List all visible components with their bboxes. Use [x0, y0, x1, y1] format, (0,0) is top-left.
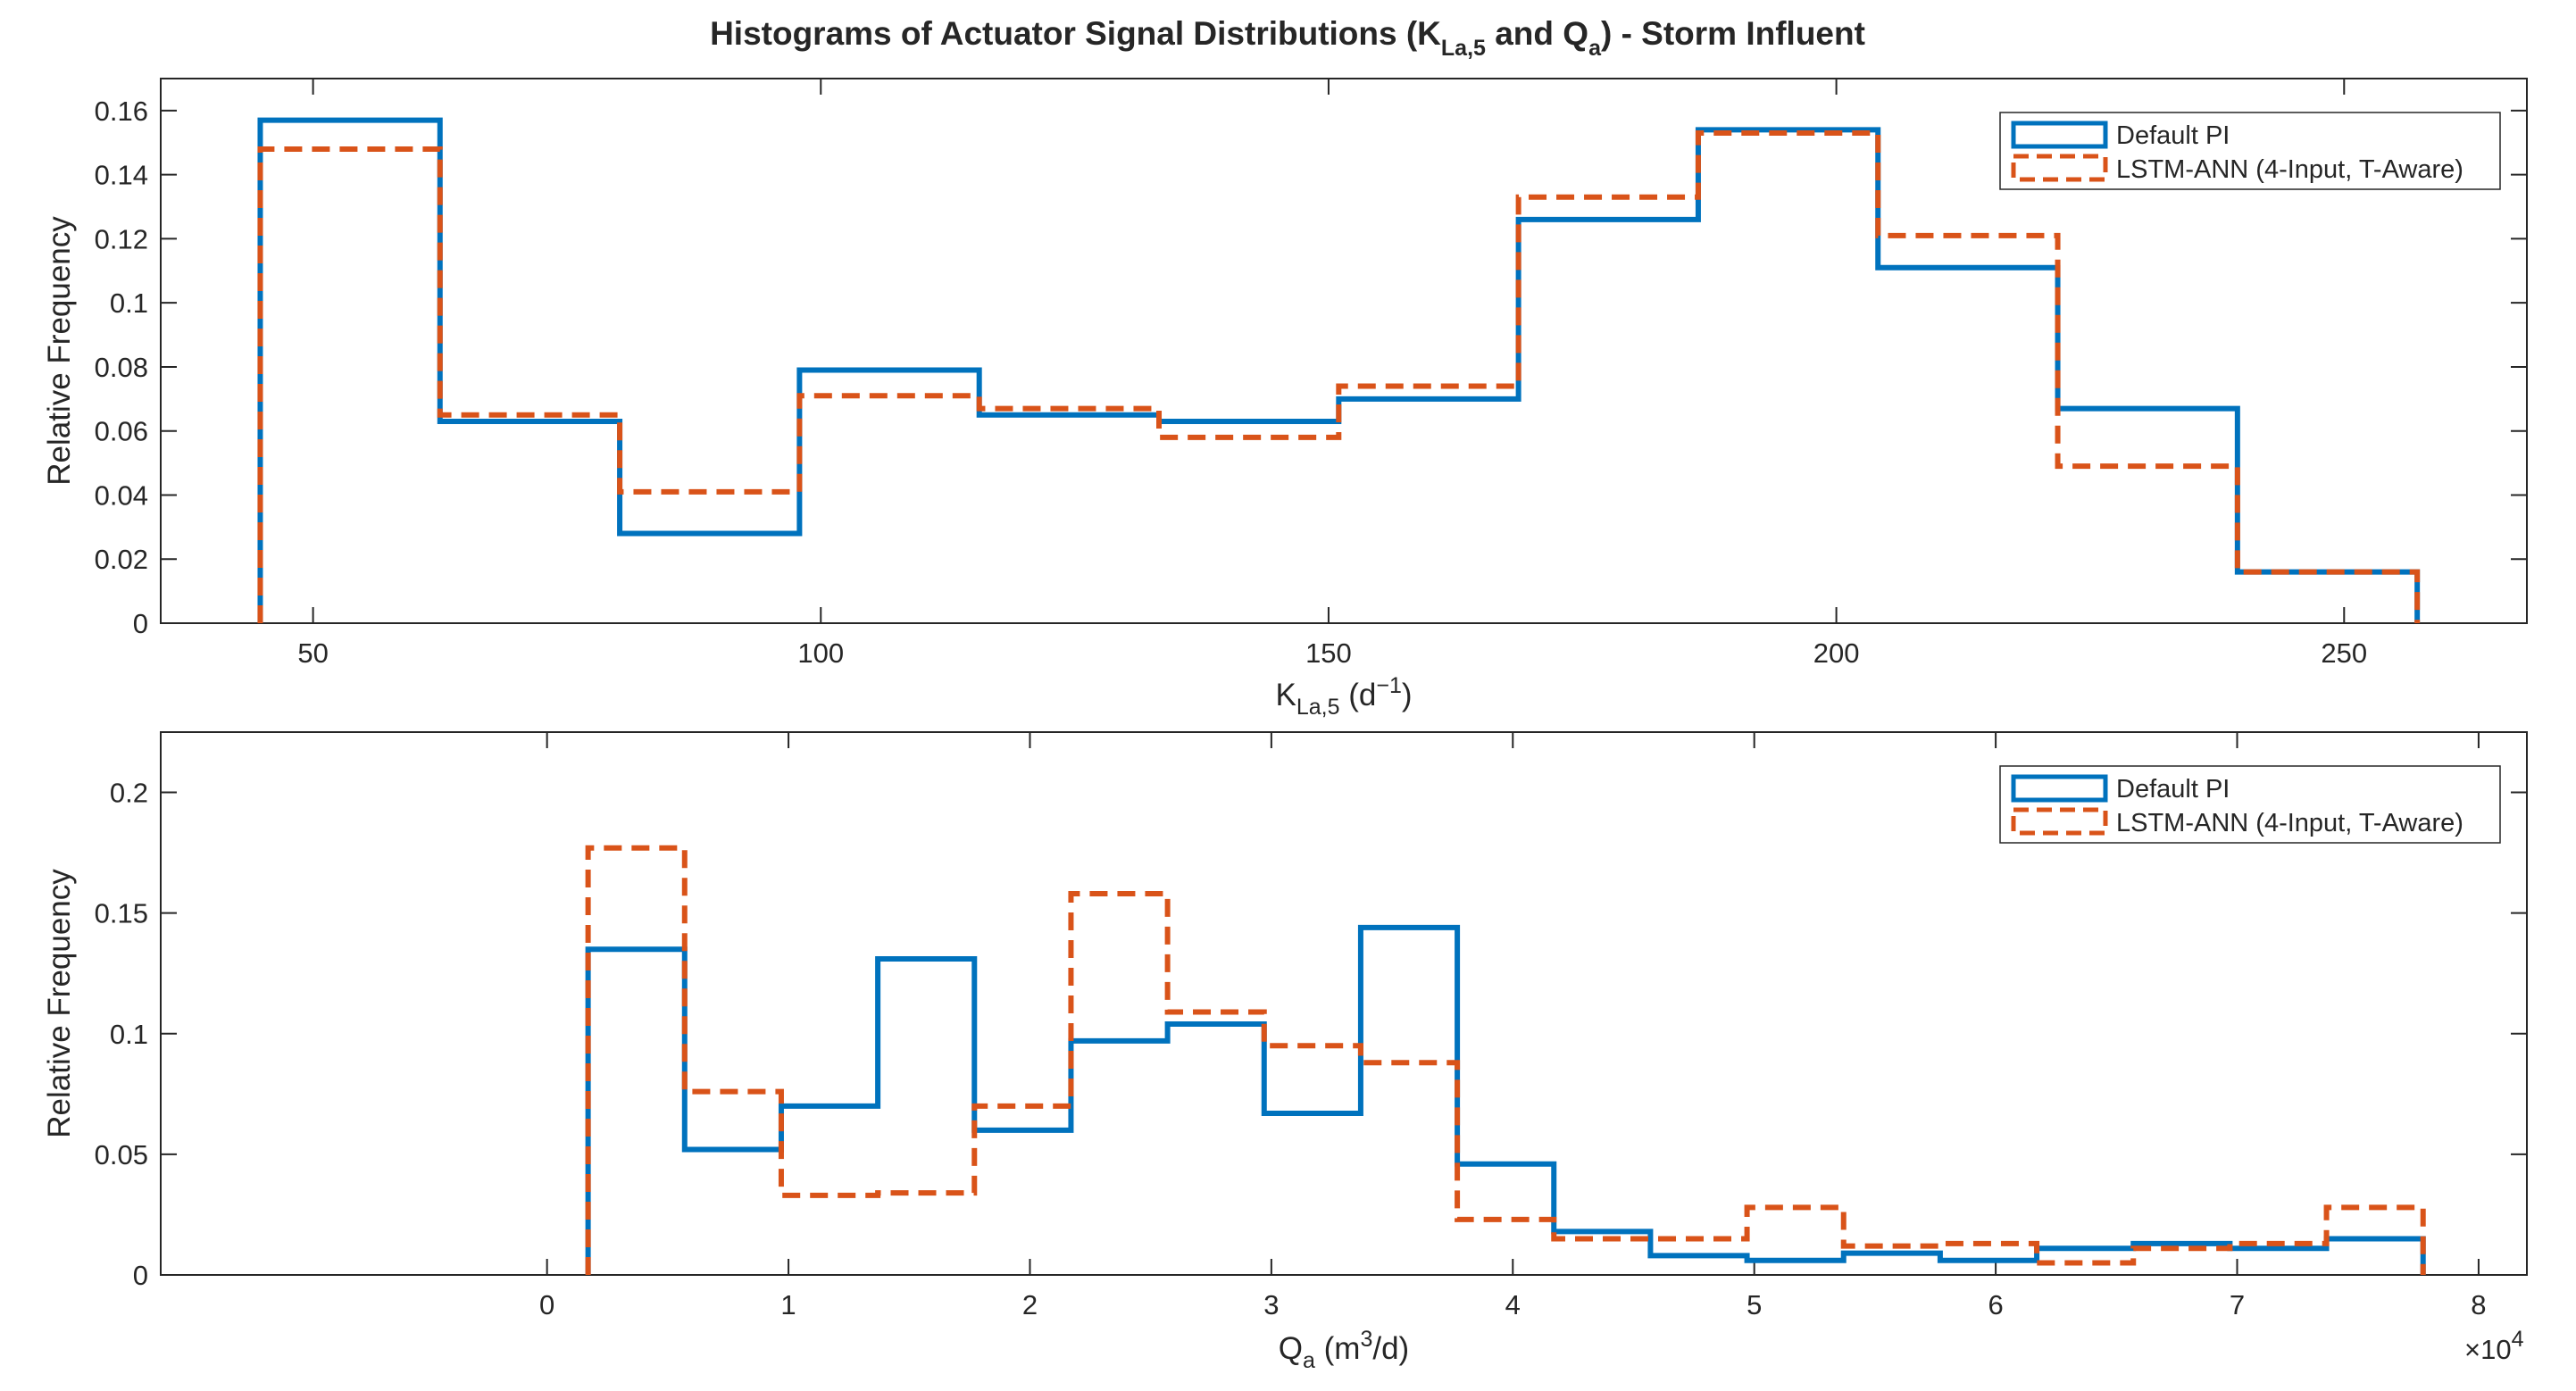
qa-y-axis-label: Relative Frequency	[42, 869, 77, 1138]
kla-legend-swatch-lstm	[2011, 154, 2108, 182]
qa-x-axis-label: Qa (m3/d)	[1279, 1327, 1409, 1373]
kla-x-axis-label: KLa,5 (d−1)	[1275, 673, 1412, 720]
kla-ytick-label: 0.06	[95, 416, 148, 447]
kla-xtick-label: 150	[1305, 637, 1352, 669]
qa-xtick-label: 3	[1263, 1289, 1279, 1320]
kla-ytick-label: 0.16	[95, 96, 148, 127]
qa-xtick-label: 1	[780, 1289, 796, 1320]
kla-x-axis: 50 100 150 200 250	[297, 79, 2367, 669]
qa-xtick-label: 8	[2471, 1289, 2486, 1320]
kla-ytick-label: 0.14	[95, 160, 148, 191]
kla-xtick-label: 250	[2321, 637, 2367, 669]
qa-series-lstm	[585, 845, 2426, 1275]
qa-ytick-label: 0.1	[110, 1019, 148, 1050]
qa-x-exponent-label: ×104	[2464, 1327, 2524, 1365]
kla-legend: Default PI LSTM-ANN (4-Input, T-Aware)	[1999, 112, 2501, 190]
kla-ytick-label: 0.04	[95, 479, 148, 511]
kla-ytick-label: 0.08	[95, 352, 148, 383]
qa-histogram-series	[585, 845, 2426, 1275]
kla-xtick-label: 100	[797, 637, 844, 669]
qa-y-axis: 0 0.05 0.1 0.15 0.2	[95, 778, 2527, 1291]
qa-xtick-label: 0	[539, 1289, 554, 1320]
kla-legend-label-pi: Default PI	[2116, 121, 2230, 150]
figure-title: Histograms of Actuator Signal Distributi…	[710, 15, 1865, 61]
qa-legend-swatch-lstm	[2011, 807, 2108, 836]
kla-ytick-label: 0.02	[95, 544, 148, 575]
qa-xtick-label: 4	[1505, 1289, 1521, 1320]
qa-histogram-panel: 0 0.05 0.1 0.15 0.2 0 1 2 3 4 5 6 7 8 Relative Frequ…	[42, 731, 2528, 1373]
qa-ytick-label: 0.2	[110, 778, 148, 809]
kla-ytick-label: 0	[133, 608, 148, 639]
kla-legend-label-lstm: LSTM-ANN (4-Input, T-Aware)	[2116, 155, 2463, 184]
qa-xtick-label: 6	[1988, 1289, 2003, 1320]
qa-ytick-label: 0	[133, 1260, 148, 1291]
qa-xtick-label: 5	[1747, 1289, 1762, 1320]
qa-legend-label-pi: Default PI	[2116, 775, 2230, 804]
qa-legend: Default PI LSTM-ANN (4-Input, T-Aware)	[1999, 765, 2501, 844]
kla-y-axis-label: Relative Frequency	[42, 216, 77, 486]
kla-series-lstm	[257, 130, 2421, 623]
qa-xtick-label: 7	[2230, 1289, 2245, 1320]
kla-legend-swatch-pi	[2011, 121, 2108, 149]
qa-ytick-label: 0.05	[95, 1139, 148, 1170]
qa-legend-label-lstm: LSTM-ANN (4-Input, T-Aware)	[2116, 809, 2463, 837]
kla-xtick-label: 50	[297, 637, 328, 669]
qa-x-axis: 0 1 2 3 4 5 6 7 8	[539, 732, 2487, 1320]
qa-xtick-label: 2	[1022, 1289, 1038, 1320]
qa-legend-swatch-pi	[2011, 774, 2108, 803]
kla-xtick-label: 200	[1813, 637, 1860, 669]
kla-histogram-panel: 0 0.02 0.04 0.06 0.08 0.1 0.12 0.14 0.16 50 100 15…	[42, 78, 2528, 720]
kla-histogram-series	[257, 117, 2421, 623]
kla-ytick-label: 0.1	[110, 287, 148, 319]
qa-ytick-label: 0.15	[95, 898, 148, 929]
kla-ytick-label: 0.12	[95, 223, 148, 254]
kla-y-axis: 0 0.02 0.04 0.06 0.08 0.1 0.12 0.14 0.16	[95, 96, 2527, 639]
